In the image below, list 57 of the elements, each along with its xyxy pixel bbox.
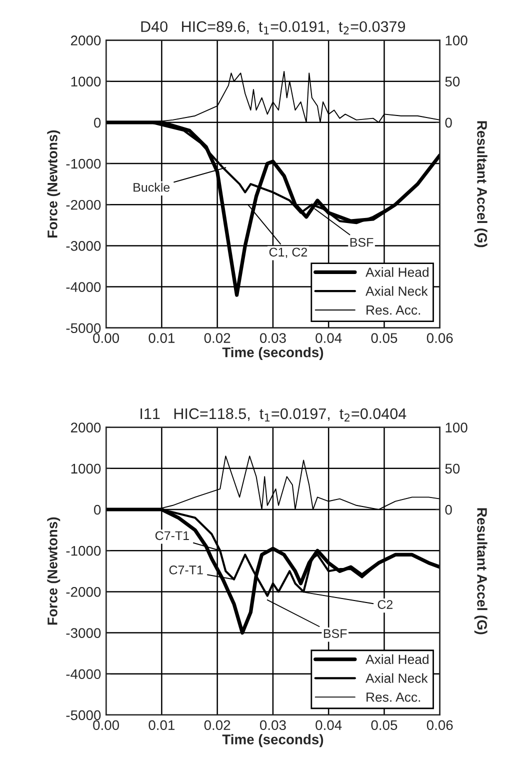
y-tick-label: 2000 (70, 422, 101, 432)
y-tick-label: 2000 (70, 36, 101, 46)
x-tick-label: 0.04 (316, 720, 342, 730)
y2-axis-title: Resultant Accel (G) (474, 508, 488, 634)
annotation: Buckle (134, 182, 170, 192)
x-tick-label: 0.00 (93, 333, 120, 343)
annotation: BSF (350, 238, 374, 247)
x-tick-label: 0.04 (316, 333, 342, 343)
y-axis-title: Force (Newtons) (47, 517, 60, 625)
x-tick-label: 0.03 (260, 333, 286, 343)
annotation: C7-T1 (169, 566, 203, 574)
x-axis-title: Time (seconds) (222, 734, 324, 748)
y-tick-label: -2000 (66, 587, 101, 597)
chart-title: I11 HIC=118.5, t$_{1}$=0.0197, t$_{2}$=0.0404 (140, 408, 406, 422)
x-tick-label: 0.02 (204, 333, 230, 343)
y-tick-label: -5000 (66, 323, 101, 334)
x-tick-label: 0.01 (148, 720, 175, 730)
legend-label: Axial Head (366, 267, 428, 277)
y2-tick-label: 100 (446, 422, 468, 432)
y2-tick-label: 0 (445, 118, 452, 128)
x-tick-label: 0.01 (148, 333, 175, 343)
y-tick-label: -1000 (66, 158, 101, 169)
y2-tick-label: 50 (445, 464, 460, 474)
x-tick-label: 0.05 (371, 720, 398, 730)
annotation: BSF (324, 629, 347, 638)
y2-tick-label: 50 (445, 76, 460, 86)
legend-label: Res. Acc. (366, 306, 420, 315)
x-tick-label: 0.06 (426, 720, 453, 730)
y-tick-label: -3000 (66, 628, 101, 638)
y2-tick-label: 100 (446, 36, 468, 46)
y-tick-label: -3000 (66, 241, 101, 251)
x-tick-label: 0.03 (260, 720, 286, 730)
y-tick-label: 1000 (71, 76, 101, 86)
legend-label: Axial Neck (366, 286, 428, 296)
y-tick-label: 0 (94, 504, 101, 515)
x-tick-label: 0.05 (371, 333, 398, 343)
chart-title: D40 HIC=89.6, t$_{1}$=0.0191, t$_{2}$=0.0379 (141, 21, 406, 34)
legend-label: Axial Head (366, 654, 428, 664)
annotation: C2 (378, 600, 393, 609)
y-tick-label: -4000 (66, 282, 101, 292)
x-tick-label: 0.02 (204, 720, 230, 730)
legend-label: Res. Acc. (366, 692, 420, 702)
y2-tick-label: 0 (445, 504, 452, 515)
legend-label: Axial Neck (366, 673, 428, 683)
y-tick-label: -1000 (66, 546, 101, 556)
annotation: C7-T1 (155, 531, 189, 540)
y-tick-label: -2000 (66, 200, 101, 210)
y-tick-label: -5000 (66, 710, 101, 720)
y2-axis-title: Resultant Accel (G) (474, 121, 488, 248)
x-tick-label: 0.00 (93, 720, 120, 730)
y-tick-label: 1000 (71, 464, 101, 474)
y-tick-label: -4000 (66, 669, 101, 680)
annotation: C1, C2 (269, 248, 308, 258)
y-tick-label: 0 (94, 118, 101, 128)
x-tick-label: 0.06 (426, 333, 453, 343)
x-axis-title: Time (seconds) (222, 347, 324, 360)
y-axis-title: Force (Newtons) (47, 130, 60, 238)
